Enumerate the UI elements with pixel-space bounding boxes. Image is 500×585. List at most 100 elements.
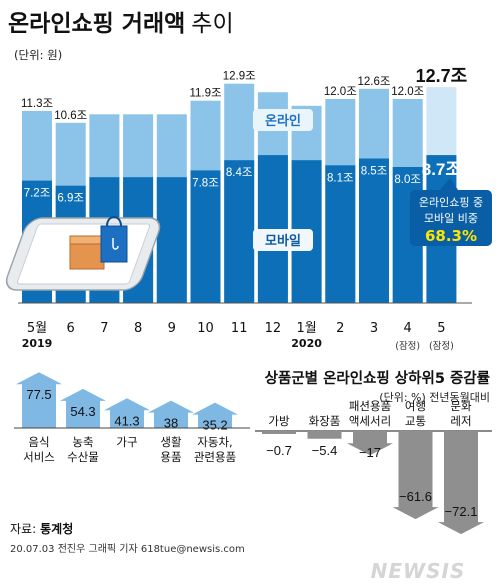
parcel-box-icon <box>69 242 105 270</box>
unit-label: (단위: 원) <box>14 48 62 62</box>
x-tick-label: 9 <box>168 321 176 336</box>
online-value-label: 12.9조 <box>223 71 256 83</box>
top5-category-label: 용품 <box>160 450 181 464</box>
x-tick-label: 10 <box>197 321 214 336</box>
callout-value: 68.3% <box>425 227 477 245</box>
callout-pointer <box>440 178 458 190</box>
source-label: 자료: <box>10 522 36 536</box>
mobile-value-label: 6.9조 <box>57 193 84 205</box>
online-value-label: 12.6조 <box>358 76 391 88</box>
online-value-label: 10.6조 <box>54 110 87 122</box>
mobile-bar-10 <box>325 165 356 303</box>
bottom5-category-label: 여행 <box>405 399 426 413</box>
x-tick-label: 4 <box>404 321 412 336</box>
legend-online-box <box>253 109 313 131</box>
legend-online: 온라인 <box>265 113 301 129</box>
sub-chart-title: 상품군별 온라인쇼핑 상하위5 증감률 <box>265 369 490 387</box>
bottom5-value-label: −17 <box>359 445 381 460</box>
year-label-2020: 2020 <box>291 337 322 350</box>
online-value-label: 11.9조 <box>189 88 221 100</box>
page-title: 온라인쇼핑 거래액 추이 <box>8 11 234 37</box>
callout-box <box>410 190 492 246</box>
bottom5-category-label: 문화 <box>450 399 472 413</box>
top5-category-label: 관련용품 <box>194 450 236 464</box>
bottom5-value-label: −61.6 <box>399 489 432 504</box>
mobile-value-label: 8.5조 <box>361 166 388 178</box>
top5-arrow-5 <box>192 402 238 428</box>
source-line: 자료: 통계청 <box>10 521 73 536</box>
top5-arrow-3 <box>104 398 150 428</box>
bottom5-arrow-5 <box>438 431 484 535</box>
bottom5-arrow-4 <box>392 431 439 520</box>
parcel-box-top <box>69 235 105 245</box>
x-tick-label: 1월 <box>296 321 316 336</box>
x-tick-label: 11 <box>231 321 248 336</box>
title-light: 추이 <box>191 11 233 37</box>
top5-category-label: 자동차, <box>197 435 232 449</box>
main-bar-labels: 11.3조 7.2조 10.6조 6.9조 11.9조 7.8조 12.9조 8.4조 12.0… <box>21 66 467 205</box>
bottom5-category-label: 패션용품 <box>349 399 391 413</box>
online-value-label: 11.3조 <box>21 98 53 110</box>
top5-arrow-4 <box>148 400 194 428</box>
provisional-note: (잠정) <box>395 341 420 352</box>
bag-hook <box>112 238 119 250</box>
bottom5-category-label: 화장품 <box>309 414 341 428</box>
x-tick-label: 3 <box>370 321 378 336</box>
top5-category-label: 음식 <box>28 435 49 449</box>
mobile-value-label: 7.2조 <box>24 188 51 200</box>
mobile-bar-6 <box>190 170 221 303</box>
year-label-2019: 2019 <box>22 337 53 350</box>
mobile-value-label: 8.4조 <box>226 167 253 179</box>
top5-category-label: 수산물 <box>67 450 99 464</box>
bottom5-arrow-1 <box>262 431 296 434</box>
bottom5-value-label: −0.7 <box>266 443 292 458</box>
mobile-value-label: 8.7조 <box>422 160 462 179</box>
bottom5-arrow-3 <box>347 431 393 456</box>
provisional-note: (잠정) <box>429 341 454 352</box>
callout-line1: 온라인쇼핑 중 <box>419 196 483 209</box>
legend-mobile-box <box>253 229 313 251</box>
x-tick-label: 7 <box>100 321 108 336</box>
top5-value-label: 35.2 <box>202 418 227 433</box>
top5-value-label: 41.3 <box>114 413 139 428</box>
credit-line: 20.07.03 전진우 그래픽 기자 618tue@newsis.com <box>10 543 245 555</box>
callout-line2: 모바일 비중 <box>424 211 478 225</box>
x-tick-label: 5월 <box>27 321 47 336</box>
x-tick-label: 8 <box>134 321 142 336</box>
top5-category-label: 생활 <box>160 435 182 449</box>
top5-category-label: 서비스 <box>23 450 55 464</box>
online-value-label: 12.7조 <box>416 66 468 86</box>
x-tick-label: 5 <box>437 321 445 336</box>
x-tick-label: 2 <box>336 321 344 336</box>
top5-category-label: 농축 <box>72 435 93 449</box>
mobile-value-label: 8.0조 <box>394 174 421 186</box>
bottom5-category-label: 액세서리 <box>349 414 391 428</box>
newsis-watermark: NEWSIS <box>371 559 466 583</box>
online-value-label: 12.0조 <box>391 86 424 98</box>
x-tick-label: 12 <box>265 321 282 336</box>
bottom5-value-label: −5.4 <box>312 443 338 458</box>
legend-mobile: 모바일 <box>265 233 301 249</box>
source-name: 통계청 <box>40 521 73 536</box>
phone-illustration <box>5 216 161 291</box>
title-bold: 온라인쇼핑 거래액 <box>8 11 185 37</box>
main-x-axis: 5월 6 7 8 9 10 11 12 1월 2 3 4 5 2019 2020 (잠정) (잠정) <box>22 321 454 352</box>
top5-arrow-1 <box>16 372 62 428</box>
mobile-value-label: 8.1조 <box>327 172 354 184</box>
shopping-bag-handle <box>106 216 122 227</box>
mobile-bar-7 <box>224 160 255 303</box>
top5-arrow-2 <box>60 388 106 428</box>
bottom5-category-label: 교통 <box>405 414 426 428</box>
x-tick-label: 6 <box>67 321 75 336</box>
top5-value-label: 54.3 <box>70 404 95 419</box>
sub-chart-unit: (단위: %) 전년동월대비 <box>379 391 490 404</box>
top5-value-label: 38 <box>164 416 178 431</box>
shopping-bag-icon <box>100 225 128 263</box>
mobile-value-label: 7.8조 <box>192 177 219 189</box>
mobile-bar-5 <box>156 177 187 303</box>
